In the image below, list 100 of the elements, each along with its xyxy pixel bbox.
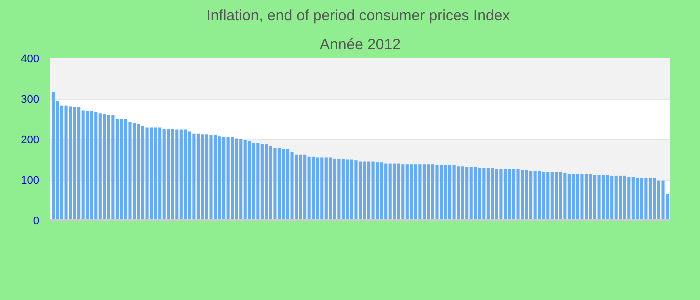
bar bbox=[584, 174, 588, 220]
bar bbox=[384, 164, 388, 220]
bar bbox=[146, 128, 149, 220]
bar bbox=[610, 176, 614, 220]
bar bbox=[231, 137, 234, 220]
bar bbox=[580, 174, 584, 220]
bar bbox=[78, 108, 81, 220]
bar bbox=[380, 162, 384, 220]
bar bbox=[550, 172, 554, 220]
bar bbox=[128, 122, 132, 220]
bar bbox=[248, 142, 252, 220]
bar bbox=[572, 174, 576, 220]
bar bbox=[90, 112, 94, 220]
bar bbox=[397, 164, 400, 220]
bar bbox=[406, 164, 409, 220]
bar bbox=[623, 176, 626, 220]
bar bbox=[530, 171, 533, 220]
bar bbox=[278, 148, 282, 220]
bar bbox=[150, 128, 154, 220]
y-tick-label: 400 bbox=[21, 54, 40, 66]
bar bbox=[662, 180, 665, 220]
bar bbox=[184, 130, 188, 220]
bar bbox=[504, 169, 508, 220]
bar bbox=[367, 162, 371, 220]
bar bbox=[589, 174, 592, 220]
bar bbox=[555, 172, 558, 220]
bar bbox=[598, 175, 601, 220]
bar bbox=[593, 175, 597, 220]
bar bbox=[640, 178, 644, 220]
bar bbox=[564, 173, 567, 220]
bar bbox=[358, 162, 362, 220]
bar bbox=[290, 152, 294, 220]
bar bbox=[180, 130, 183, 220]
bar bbox=[308, 156, 311, 220]
bar bbox=[516, 169, 520, 220]
bar bbox=[167, 128, 170, 220]
bar bbox=[568, 174, 571, 220]
bar bbox=[431, 164, 435, 220]
bar bbox=[457, 166, 460, 220]
bar bbox=[436, 165, 439, 220]
bar bbox=[188, 132, 192, 220]
bar bbox=[525, 170, 528, 220]
bar bbox=[632, 177, 635, 220]
bar bbox=[333, 158, 336, 220]
bar bbox=[427, 164, 430, 220]
bar bbox=[244, 140, 247, 220]
bar bbox=[644, 178, 648, 220]
bar bbox=[235, 138, 238, 220]
bar bbox=[112, 115, 115, 220]
bar bbox=[94, 112, 98, 220]
bar bbox=[201, 134, 204, 220]
bar bbox=[402, 164, 405, 220]
bar bbox=[64, 106, 68, 220]
bar bbox=[461, 166, 464, 220]
bar bbox=[614, 176, 618, 220]
bar bbox=[252, 144, 256, 220]
bar bbox=[542, 172, 546, 220]
bar bbox=[478, 168, 482, 220]
bar bbox=[444, 165, 448, 220]
bar bbox=[154, 128, 158, 220]
bar bbox=[491, 168, 494, 220]
bar bbox=[132, 123, 136, 220]
bar bbox=[158, 128, 162, 220]
bar bbox=[299, 154, 302, 220]
bar bbox=[205, 134, 209, 220]
bar bbox=[82, 110, 85, 220]
bar bbox=[363, 162, 366, 220]
bar bbox=[240, 140, 243, 220]
bar bbox=[316, 158, 320, 220]
bar bbox=[218, 136, 222, 220]
bar bbox=[606, 175, 610, 220]
bar bbox=[312, 156, 316, 220]
chart-subtitle: Année 2012 bbox=[320, 36, 401, 54]
bar bbox=[210, 135, 213, 220]
bar bbox=[653, 178, 656, 220]
bar bbox=[350, 160, 354, 220]
bar bbox=[214, 135, 218, 220]
bar bbox=[354, 160, 358, 220]
bar bbox=[474, 167, 478, 220]
bar bbox=[619, 176, 622, 220]
bar bbox=[265, 144, 268, 220]
bar bbox=[98, 114, 102, 220]
bar bbox=[141, 126, 145, 220]
bar bbox=[226, 137, 230, 220]
bar bbox=[482, 168, 486, 220]
bar bbox=[559, 172, 562, 220]
y-tick-label: 200 bbox=[21, 134, 40, 146]
bar bbox=[534, 171, 537, 220]
y-tick-label: 0 bbox=[33, 216, 40, 228]
y-tick-label: 300 bbox=[21, 94, 40, 106]
bar bbox=[393, 164, 396, 220]
bar bbox=[657, 180, 661, 220]
chart-title: Inflation, end of period consumer prices Index bbox=[206, 8, 511, 24]
bar bbox=[372, 162, 375, 220]
bar bbox=[410, 164, 414, 220]
bar bbox=[376, 162, 380, 220]
bar bbox=[192, 134, 196, 220]
bar bbox=[440, 165, 444, 220]
bar bbox=[628, 177, 631, 220]
bar bbox=[274, 148, 277, 220]
